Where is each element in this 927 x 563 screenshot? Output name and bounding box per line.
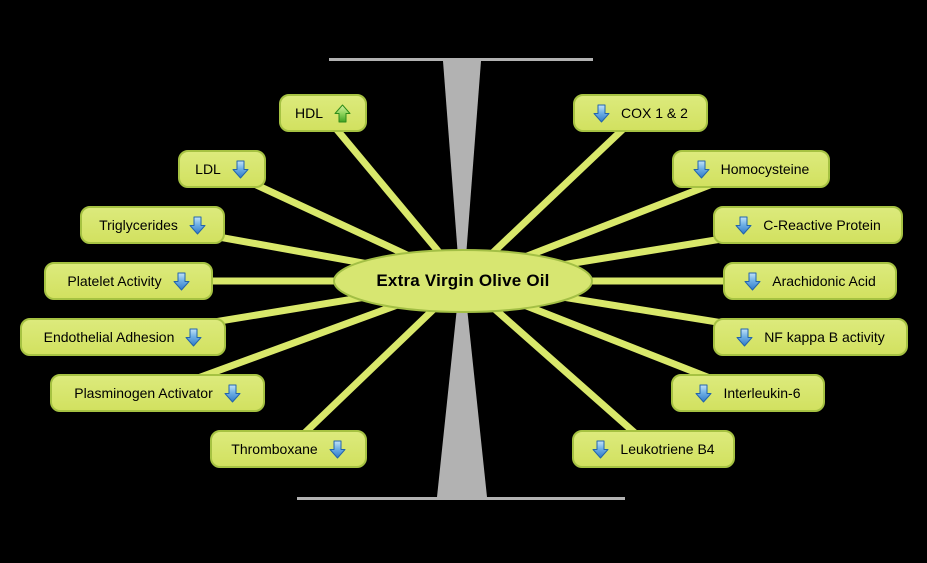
down-arrow-icon <box>232 160 249 178</box>
down-arrow-icon <box>189 216 206 234</box>
node-leukotriene-b4[interactable]: Leukotriene B4 <box>572 430 735 468</box>
down-arrow-icon <box>224 384 241 402</box>
down-arrow-icon <box>173 272 190 290</box>
node-label: C-Reactive Protein <box>763 217 881 233</box>
down-arrow-icon <box>695 384 712 402</box>
node-label: Thromboxane <box>231 441 318 457</box>
down-arrow-icon <box>593 104 610 122</box>
down-arrow-icon <box>735 216 752 234</box>
down-arrow-icon <box>592 440 609 458</box>
down-arrow-icon <box>185 328 202 346</box>
hourglass-bottom-wedge <box>437 279 487 497</box>
up-arrow-icon <box>334 104 351 122</box>
node-endothelial-adhesion[interactable]: Endothelial Adhesion <box>20 318 226 356</box>
down-arrow-icon <box>693 160 710 178</box>
node-hdl[interactable]: HDL <box>279 94 367 132</box>
hourglass-top-wedge <box>443 61 481 283</box>
node-triglycerides[interactable]: Triglycerides <box>80 206 225 244</box>
down-arrow-icon <box>329 440 346 458</box>
node-label: Platelet Activity <box>67 273 162 289</box>
node-homocysteine[interactable]: Homocysteine <box>672 150 830 188</box>
central-topic-ellipse[interactable] <box>333 249 593 313</box>
node-label: Leukotriene B4 <box>620 441 715 457</box>
down-arrow-icon <box>744 272 761 290</box>
node-label: LDL <box>195 161 221 177</box>
node-ldl[interactable]: LDL <box>178 150 266 188</box>
node-label: HDL <box>294 105 323 121</box>
node-arachidonic-acid[interactable]: Arachidonic Acid <box>723 262 897 300</box>
node-label: Interleukin-6 <box>723 385 801 401</box>
node-plasminogen-activator[interactable]: Plasminogen Activator <box>50 374 265 412</box>
node-label: Endothelial Adhesion <box>43 329 175 345</box>
node-label: Homocysteine <box>720 161 810 177</box>
node-label: Plasminogen Activator <box>74 385 213 401</box>
node-interleukin-6[interactable]: Interleukin-6 <box>671 374 825 412</box>
top-rule <box>329 58 593 61</box>
node-label: COX 1 & 2 <box>621 105 688 121</box>
down-arrow-icon <box>736 328 753 346</box>
node-label: Triglycerides <box>99 217 178 233</box>
bottom-rule <box>297 497 625 500</box>
node-platelet-activity[interactable]: Platelet Activity <box>44 262 213 300</box>
node-label: NF kappa B activity <box>764 329 885 345</box>
node-c-reactive-protein[interactable]: C-Reactive Protein <box>713 206 903 244</box>
node-cox-1-2[interactable]: COX 1 & 2 <box>573 94 708 132</box>
node-nf-kappa-b-activity[interactable]: NF kappa B activity <box>713 318 908 356</box>
central-topic-label[interactable]: Extra Virgin Olive Oil <box>376 271 550 290</box>
node-label: Arachidonic Acid <box>772 273 876 289</box>
node-thromboxane[interactable]: Thromboxane <box>210 430 367 468</box>
